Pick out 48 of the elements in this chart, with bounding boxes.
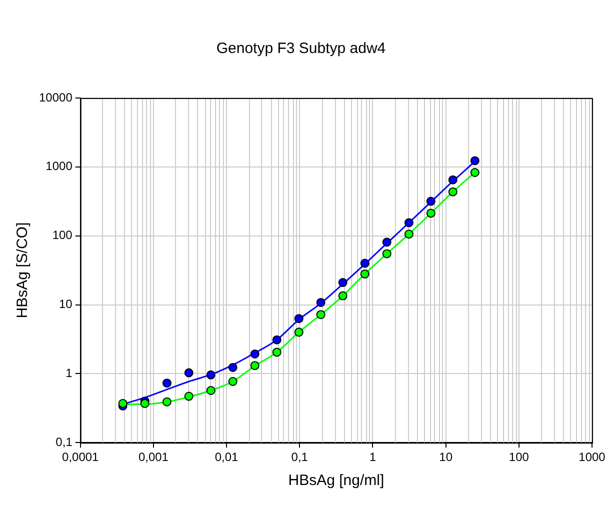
x-tick-label: 0,001 xyxy=(138,450,169,464)
x-tick-label: 0,01 xyxy=(214,450,239,464)
point xyxy=(206,386,216,396)
point xyxy=(184,368,194,378)
point xyxy=(228,362,238,372)
point xyxy=(382,238,392,247)
x-tick-label: 1000 xyxy=(578,450,606,464)
point xyxy=(250,350,260,358)
x-tick-label: 10 xyxy=(439,450,453,464)
point xyxy=(162,397,172,406)
y-axis-title: HBsAg [S/CO] xyxy=(14,222,32,318)
point xyxy=(316,298,326,307)
y-tick-label: 1 xyxy=(66,366,73,380)
point xyxy=(228,377,238,386)
y-tick-label: 1000 xyxy=(46,159,73,174)
point xyxy=(404,230,414,239)
point xyxy=(162,378,172,388)
point xyxy=(448,175,458,184)
x-tick-label: 1 xyxy=(369,450,376,464)
point xyxy=(404,218,414,228)
point xyxy=(294,328,304,337)
y-tick-label: 10 xyxy=(59,297,73,312)
point xyxy=(272,348,282,357)
point xyxy=(294,314,304,324)
y-tick-label: 100 xyxy=(52,228,73,242)
y-tick-label: 10000 xyxy=(38,90,73,104)
point xyxy=(184,392,194,401)
point xyxy=(338,278,348,288)
point xyxy=(118,398,128,408)
point xyxy=(360,258,370,268)
y-tick-label: 0,1 xyxy=(56,434,73,449)
x-axis-title: HBsAg [ng/ml] xyxy=(288,472,384,490)
point xyxy=(426,196,436,206)
x-tick-label: 0,0001 xyxy=(62,450,100,464)
x-tick-label: 100 xyxy=(508,450,530,464)
point xyxy=(470,156,480,166)
point xyxy=(250,361,260,370)
point xyxy=(382,249,392,258)
x-tick-label: 0,1 xyxy=(291,450,308,464)
point xyxy=(272,335,282,344)
point xyxy=(316,310,326,320)
point xyxy=(448,187,458,196)
point xyxy=(206,370,216,380)
point xyxy=(360,269,370,278)
point xyxy=(470,168,480,177)
chart-title: Genotyp F3 Subtyp adw4 xyxy=(216,40,386,58)
point xyxy=(338,291,348,300)
point xyxy=(426,208,436,218)
